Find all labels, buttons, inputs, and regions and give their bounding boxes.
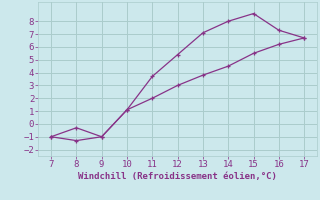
X-axis label: Windchill (Refroidissement éolien,°C): Windchill (Refroidissement éolien,°C) xyxy=(78,172,277,181)
